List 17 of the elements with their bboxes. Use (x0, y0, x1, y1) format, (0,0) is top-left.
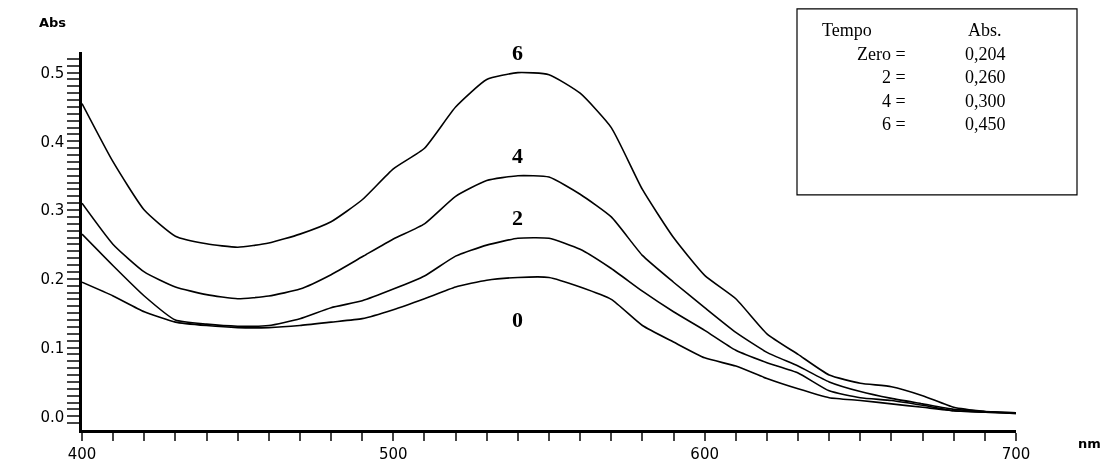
x-tick-label: 700 (1001, 444, 1031, 463)
series-label: 4 (512, 143, 523, 168)
y-tick-label: 0.2 (40, 270, 65, 289)
series-label: 2 (512, 205, 523, 230)
series-label: 6 (512, 40, 523, 65)
text: Tempo Abs. Zero = 0,204 2 = 0,260 4 = 0,300 6 = 0,450 (822, 20, 1006, 134)
y-tick-label: 0.5 (40, 63, 65, 82)
y-tick-label: 0.1 (40, 338, 65, 357)
x-tick-label: 400 (67, 444, 97, 463)
y-axis-title: Abs (39, 15, 67, 30)
y-tick-label: 0.0 (40, 407, 65, 426)
y-tick-label: 0.4 (40, 132, 65, 151)
x-tick-label: 600 (690, 444, 719, 463)
y-tick-label: 0.3 (40, 201, 65, 220)
series-label: 0 (512, 307, 523, 332)
x-tick-label: 500 (379, 444, 408, 463)
x-axis-title: nm (1078, 436, 1101, 451)
